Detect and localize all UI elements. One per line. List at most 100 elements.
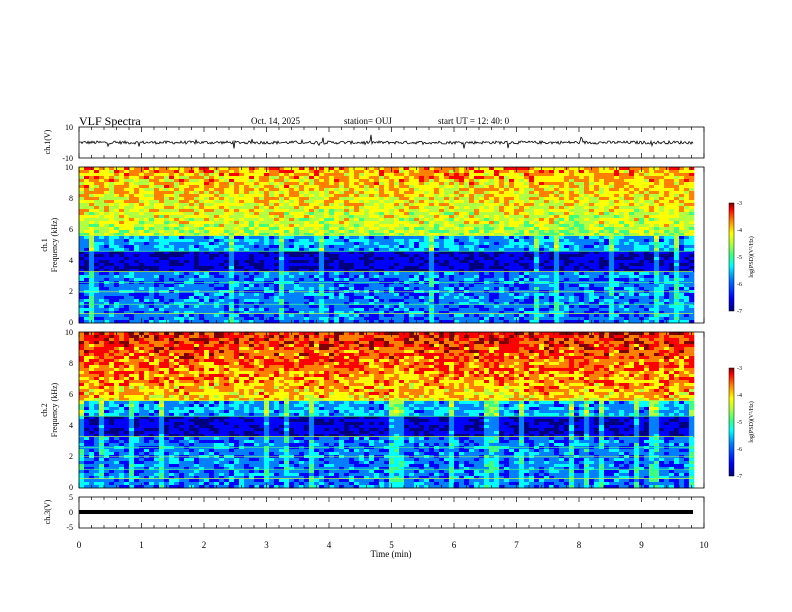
spectrogram-cell xyxy=(504,188,510,192)
spectrogram-cell xyxy=(374,242,380,246)
spectrogram-cell xyxy=(289,170,295,174)
spectrogram-cell xyxy=(499,212,505,216)
spectrogram-cell xyxy=(379,263,385,267)
spectrogram-cell xyxy=(124,233,130,237)
spectrogram-cell xyxy=(279,245,285,249)
spectrogram-cell xyxy=(109,209,115,213)
spectrogram-cell xyxy=(549,173,555,177)
spectrogram-cell xyxy=(504,215,510,219)
spectrogram-cell xyxy=(304,197,310,201)
spectrogram-cell xyxy=(194,257,200,261)
spectrogram-cell xyxy=(104,209,110,213)
spectrogram-cell xyxy=(144,296,150,300)
spectrogram-cell xyxy=(519,311,525,315)
spectrogram-cell xyxy=(79,179,85,183)
spectrogram-cell xyxy=(134,299,140,303)
spectrogram-cell xyxy=(454,200,460,204)
spectrogram-cell xyxy=(319,188,325,192)
spectrogram-cell xyxy=(394,293,400,297)
spectrogram-cell xyxy=(414,212,420,216)
spectrogram-cell xyxy=(479,167,485,171)
spectrogram-cell xyxy=(344,182,350,186)
spectrogram-cell xyxy=(264,215,270,219)
spectrogram-cell xyxy=(209,269,215,273)
spectrogram-cell xyxy=(284,194,290,198)
spectrogram-cell xyxy=(459,296,465,300)
spectrogram-cell xyxy=(154,176,160,180)
spectrogram-cell xyxy=(179,185,185,189)
spectrogram-cell xyxy=(209,245,215,249)
spectrogram-cell xyxy=(309,218,315,222)
spectrogram-cell xyxy=(474,320,480,324)
spectrogram-cell xyxy=(294,191,300,195)
spectrogram-cell xyxy=(254,275,260,279)
spectrogram-cell xyxy=(229,266,235,270)
spectrogram-cell xyxy=(444,239,450,243)
spectrogram-cell xyxy=(544,302,550,306)
spectrogram-cell xyxy=(344,170,350,174)
spectrogram-cell xyxy=(289,212,295,216)
spectrogram-cell xyxy=(529,212,535,216)
spectrogram-cell xyxy=(104,185,110,189)
spectrogram-cell xyxy=(294,248,300,252)
spectrogram-cell xyxy=(239,212,245,216)
spectrogram-cell xyxy=(514,296,520,300)
spectrogram-cell xyxy=(214,269,220,273)
spectrogram-cell xyxy=(554,299,560,303)
spectrogram-cell xyxy=(394,317,400,321)
spectrogram-cell xyxy=(144,197,150,201)
spectrogram-cell xyxy=(309,236,315,240)
spectrogram-cell xyxy=(159,176,165,180)
spectrogram-cell xyxy=(134,221,140,225)
spectrogram-cell xyxy=(514,263,520,267)
spectrogram-cell xyxy=(134,308,140,312)
spectrogram-cell xyxy=(254,293,260,297)
spectrogram-cell xyxy=(154,287,160,291)
spectrogram-cell xyxy=(539,224,545,228)
spectrogram-cell xyxy=(304,236,310,240)
spectrogram-cell xyxy=(419,224,425,228)
spectrogram-cell xyxy=(294,167,300,171)
spectrogram-cell xyxy=(349,239,355,243)
spectrogram-cell xyxy=(414,251,420,255)
spectrogram-cell xyxy=(404,260,410,264)
spectrogram-cell xyxy=(174,311,180,315)
spectrogram-cell xyxy=(524,263,530,267)
spectrogram-cell xyxy=(249,227,255,231)
spectrogram-cell xyxy=(204,200,210,204)
spectrogram-cell xyxy=(289,188,295,192)
spectrogram-cell xyxy=(354,320,360,324)
spectrogram-cell xyxy=(414,191,420,195)
spectrogram-cell xyxy=(134,296,140,300)
spectrogram-cell xyxy=(239,278,245,282)
spectrogram-cell xyxy=(179,188,185,192)
spectrogram-cell xyxy=(269,251,275,255)
spectrogram-cell xyxy=(469,269,475,273)
spectrogram-cell xyxy=(279,239,285,243)
spectrogram-cell xyxy=(284,221,290,225)
spectrogram-cell xyxy=(424,296,430,300)
spectrogram-cell xyxy=(514,182,520,186)
spectrogram-cell xyxy=(384,242,390,246)
spectrogram-cell xyxy=(359,191,365,195)
spectrogram-cell xyxy=(79,191,85,195)
spectrogram-cell xyxy=(314,302,320,306)
spectrogram-cell xyxy=(499,269,505,273)
spectrogram-cell xyxy=(159,260,165,264)
spectrogram-cell xyxy=(139,203,145,207)
spectrogram-cell xyxy=(344,257,350,261)
spectrogram-cell xyxy=(509,221,515,225)
spectrogram-cell xyxy=(509,311,515,315)
spectrogram-cell xyxy=(214,251,220,255)
spectrogram-cell xyxy=(224,311,230,315)
spectrogram-cell xyxy=(329,308,335,312)
spectrogram-cell xyxy=(454,245,460,249)
ch1-waveform-trace xyxy=(78,134,694,149)
spectrogram-cell xyxy=(549,224,555,228)
spectrogram-cell xyxy=(294,311,300,315)
spectrogram-cell xyxy=(469,224,475,228)
spectrogram-cell xyxy=(249,212,255,216)
spectrogram-cell xyxy=(84,236,90,240)
spectrogram-cell xyxy=(224,218,230,222)
spectrogram-cell xyxy=(234,200,240,204)
